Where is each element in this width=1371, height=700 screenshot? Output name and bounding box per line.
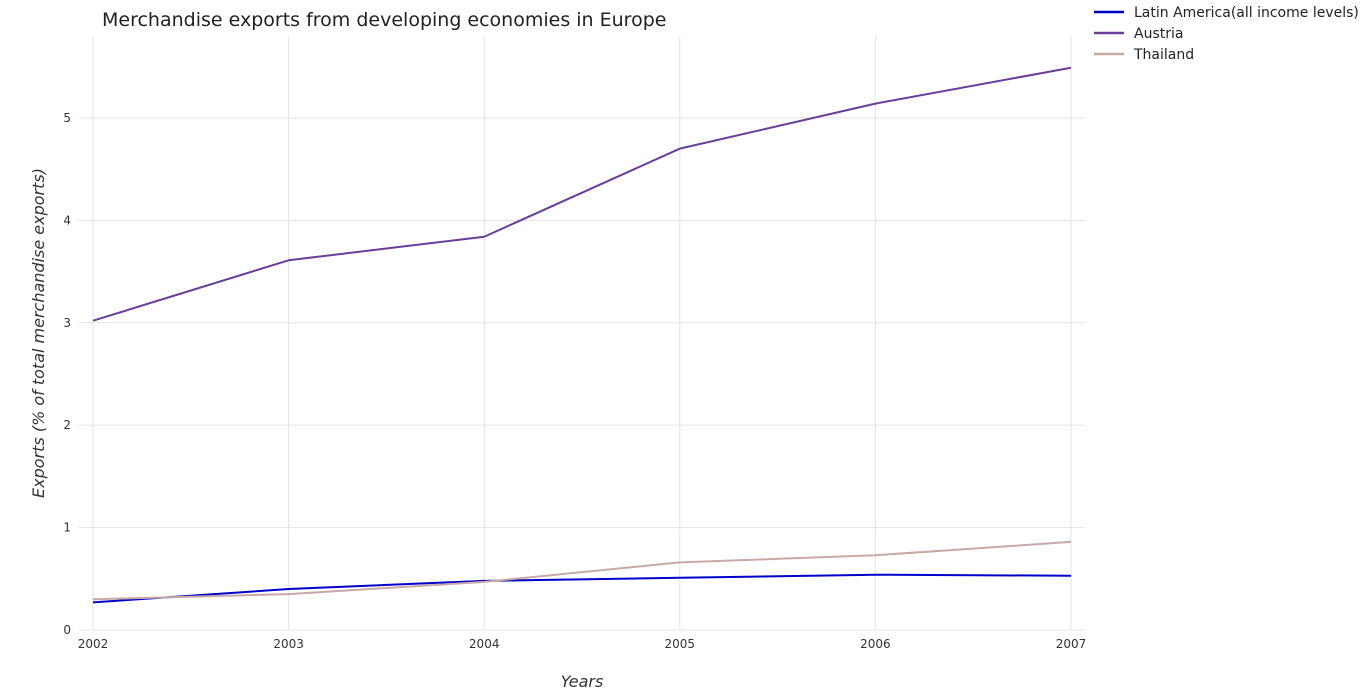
- grid: [79, 36, 1085, 631]
- x-tick-label: 2007: [1056, 637, 1087, 651]
- x-tick-label: 2005: [665, 637, 696, 651]
- y-tick-label: 4: [63, 213, 71, 227]
- plot-area: 0 1 2 3 4 5 2002 2003 2004 2005 2006 2007: [63, 36, 1086, 651]
- series-line: [92, 540, 1072, 601]
- legend: Latin America(all income levels) Austria T…: [1094, 5, 1359, 63]
- legend-label: Austria: [1134, 26, 1183, 42]
- y-axis-ticks: 0 1 2 3 4 5: [63, 111, 71, 637]
- legend-label: Latin America(all income levels): [1134, 5, 1359, 21]
- y-tick-label: 0: [63, 623, 71, 637]
- y-tick-label: 1: [63, 521, 71, 535]
- series-line: [92, 573, 1072, 604]
- y-axis-label: Exports (% of total merchandise exports): [29, 168, 48, 498]
- x-tick-label: 2002: [78, 637, 109, 651]
- x-axis-ticks: 2002 2003 2004 2005 2006 2007: [78, 637, 1087, 651]
- y-tick-label: 3: [63, 316, 71, 330]
- y-tick-label: 2: [63, 418, 71, 432]
- series: [92, 66, 1072, 604]
- x-axis-label: Years: [561, 672, 604, 691]
- series-line: [92, 66, 1072, 322]
- x-tick-label: 2004: [469, 637, 500, 651]
- legend-label: Thailand: [1133, 47, 1194, 63]
- chart-title: Merchandise exports from developing econ…: [102, 9, 666, 31]
- y-tick-label: 5: [63, 111, 71, 125]
- plot-frame: [79, 36, 1085, 630]
- x-tick-label: 2003: [273, 637, 304, 651]
- x-tick-label: 2006: [860, 637, 891, 651]
